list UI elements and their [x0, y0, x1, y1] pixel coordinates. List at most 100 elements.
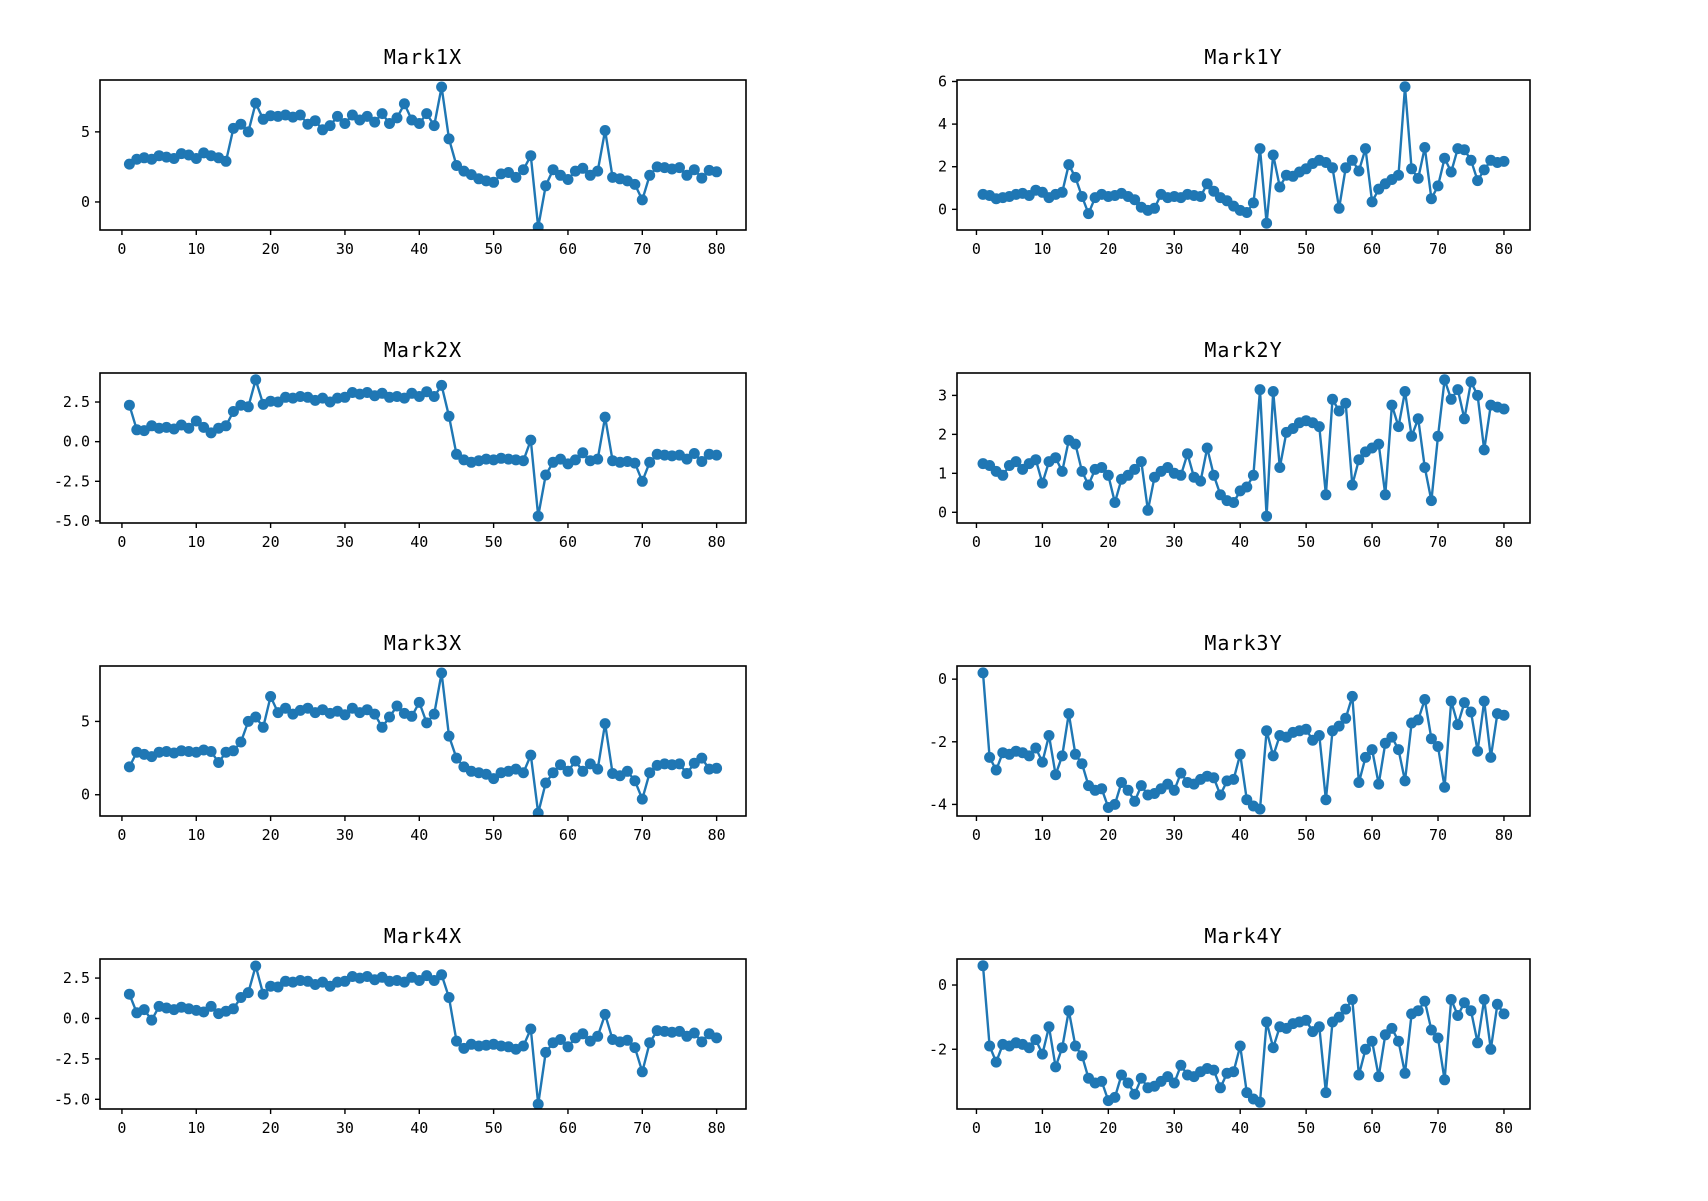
- data-point: [1313, 730, 1325, 741]
- x-tick-label: 40: [410, 533, 428, 551]
- data-point: [1412, 1005, 1424, 1017]
- data-point: [540, 180, 552, 192]
- data-point: [242, 987, 254, 999]
- data-point: [1406, 163, 1418, 175]
- x-tick-label: 50: [1297, 1119, 1315, 1137]
- data-point: [443, 133, 455, 145]
- data-point: [1346, 479, 1358, 491]
- data-point: [324, 120, 336, 132]
- x-tick-label: 30: [336, 240, 354, 258]
- data-point: [1412, 714, 1424, 726]
- series-group: [977, 81, 1510, 229]
- data-point: [406, 710, 418, 722]
- data-point: [621, 1034, 633, 1046]
- x-tick-label: 70: [633, 1119, 651, 1137]
- data-point: [1353, 454, 1365, 466]
- data-point: [1445, 994, 1457, 1005]
- plot-canvas-mark4x: 0 10 20 30 40 50 60 70 80 2.5 0.0 -2.5 -5.0: [54, 958, 747, 1137]
- data-point: [1083, 479, 1094, 491]
- subplot-mark4y: Mark4Y 0 10 20 30 40 50 60 70 80 0 -2: [887, 919, 1560, 1159]
- data-point: [1373, 438, 1385, 450]
- data-point: [540, 777, 552, 789]
- x-tick-label: 40: [1231, 533, 1249, 551]
- data-point: [540, 1046, 552, 1058]
- x-tick-label: 0: [972, 533, 981, 551]
- x-tick-label: 60: [559, 240, 577, 258]
- x-tick-label: 50: [485, 240, 503, 258]
- data-point: [265, 691, 277, 702]
- data-point: [1116, 777, 1127, 788]
- y-tick-label: 5: [81, 123, 90, 141]
- data-point: [984, 751, 996, 763]
- data-point: [451, 1035, 462, 1047]
- data-point: [1425, 193, 1437, 205]
- plot-title: Mark2Y: [1204, 338, 1283, 362]
- x-tick-label: 60: [1363, 240, 1381, 258]
- plot-canvas-mark1x: 0 10 20 30 40 50 60 70 80 0 5: [81, 79, 747, 258]
- x-tick-label: 30: [336, 533, 354, 551]
- data-point: [309, 115, 321, 127]
- data-point: [1267, 149, 1279, 161]
- data-point: [146, 1014, 158, 1026]
- data-point: [599, 125, 611, 136]
- data-point: [577, 162, 589, 174]
- x-tick-label: 50: [485, 1119, 503, 1137]
- x-tick-label: 10: [1033, 1119, 1051, 1137]
- data-point: [1023, 750, 1035, 762]
- data-point: [1425, 495, 1437, 507]
- data-point: [1320, 489, 1332, 501]
- data-point: [1360, 143, 1371, 155]
- y-tick-label: 2.5: [63, 969, 90, 987]
- data-point: [1333, 720, 1345, 732]
- data-point: [599, 718, 611, 730]
- data-point: [1228, 497, 1240, 508]
- y-tick-label: 0: [81, 193, 90, 211]
- data-point: [1228, 1066, 1240, 1078]
- data-point: [428, 708, 440, 720]
- subplot-mark3y: Mark3Y 0 10 20 30 40 50 60 70 80 0 -2 -4: [887, 626, 1560, 866]
- data-point: [1491, 998, 1503, 1010]
- data-point: [1056, 186, 1068, 198]
- data-point: [257, 988, 269, 1000]
- subplot-mark2x: Mark2X 0 10 20 30 40 50 60 70 80 2.5 0.0 -2.5 -5.0: [30, 333, 776, 573]
- data-point: [428, 120, 440, 132]
- data-point: [1393, 169, 1404, 181]
- x-tick-label: 20: [1099, 1119, 1117, 1137]
- data-point: [250, 960, 262, 972]
- data-point: [1373, 778, 1385, 790]
- axes-frame: [956, 79, 1531, 231]
- data-point: [1445, 166, 1457, 178]
- data-point: [1419, 462, 1431, 473]
- plot-title: Mark4X: [383, 924, 463, 948]
- data-point: [436, 379, 448, 391]
- data-point: [1102, 469, 1114, 481]
- data-point: [1076, 1050, 1088, 1062]
- data-point: [644, 456, 656, 468]
- x-tick-label: 20: [262, 1119, 280, 1137]
- data-point: [540, 469, 552, 481]
- data-point: [123, 761, 135, 773]
- data-point: [235, 118, 247, 130]
- data-point: [1472, 745, 1484, 757]
- data-point: [1452, 1010, 1464, 1021]
- data-point: [1135, 1072, 1147, 1084]
- data-point: [1050, 769, 1062, 781]
- data-point: [532, 1098, 544, 1110]
- series-group: [977, 667, 1510, 815]
- data-point: [1327, 393, 1338, 405]
- data-point: [547, 767, 559, 779]
- data-point: [250, 711, 262, 723]
- data-point: [1274, 181, 1286, 193]
- data-point: [629, 1042, 641, 1054]
- data-point: [436, 667, 448, 679]
- y-tick-label: 4: [938, 115, 947, 133]
- data-point: [1050, 452, 1062, 464]
- data-point: [1254, 803, 1266, 815]
- data-point: [1267, 386, 1279, 397]
- data-point: [696, 1036, 708, 1048]
- subplot-mark4x: Mark4X 0 10 20 30 40 50 60 70 80 2.5 0.0 -2.5 -5.0: [30, 919, 776, 1159]
- data-point: [421, 108, 433, 120]
- x-tick-label: 60: [559, 826, 577, 844]
- x-tick-label: 20: [262, 240, 280, 258]
- data-point: [1393, 1035, 1404, 1047]
